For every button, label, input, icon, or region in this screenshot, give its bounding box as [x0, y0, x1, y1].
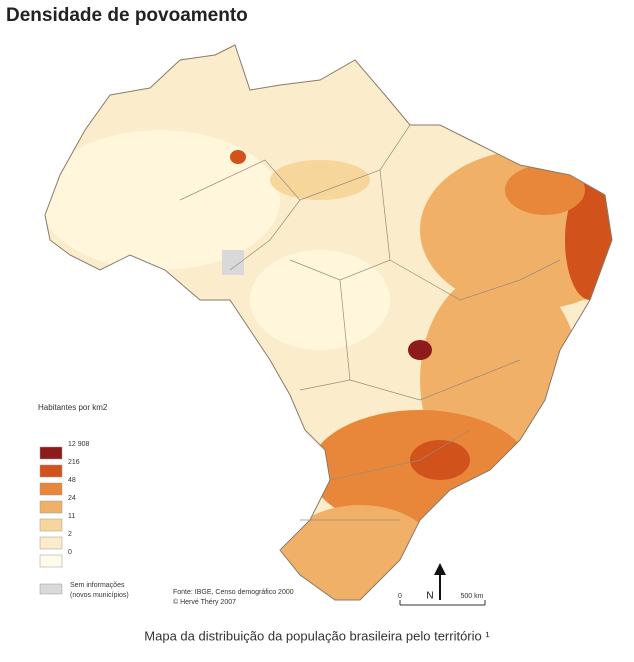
north-label: N	[426, 591, 433, 602]
map-title: Densidade de povoamento	[6, 5, 248, 26]
no-data-swatch	[39, 583, 63, 595]
legend-label: 11	[68, 513, 75, 520]
caption: Mapa da distribuição da população brasil…	[144, 628, 490, 643]
legend-label: 216	[68, 459, 80, 466]
scale-end: 500 km	[461, 593, 484, 600]
legend-label: 0	[68, 549, 72, 556]
legend-swatch	[39, 482, 63, 496]
copyright-line: © Hervé Théry 2007	[173, 598, 236, 606]
scale-start: 0	[398, 593, 402, 600]
legend-label: 2	[68, 531, 72, 538]
legend-label: 48	[68, 477, 76, 484]
legend-swatch	[39, 536, 63, 550]
legend: 12 908 216 48 24 11 2 0	[39, 441, 90, 568]
source-line: Fonte: IBGE, Censo demográfico 2000	[173, 589, 294, 596]
legend-title: Habitantes por km2	[38, 403, 108, 412]
legend-swatch	[39, 500, 63, 514]
legend-swatch	[39, 554, 63, 568]
state-borders	[179, 124, 561, 521]
no-data-label: Sem informações	[70, 582, 125, 589]
scale-bar: 0 500 km	[398, 593, 486, 606]
legend-swatch	[39, 518, 63, 532]
legend-label: 24	[68, 495, 76, 502]
no-data-sublabel: (novos municípios)	[70, 592, 129, 599]
north-arrow: N	[426, 563, 446, 602]
legend-swatch	[39, 446, 63, 460]
legend-label: 12 908	[68, 441, 90, 448]
legend-swatch	[39, 464, 63, 478]
